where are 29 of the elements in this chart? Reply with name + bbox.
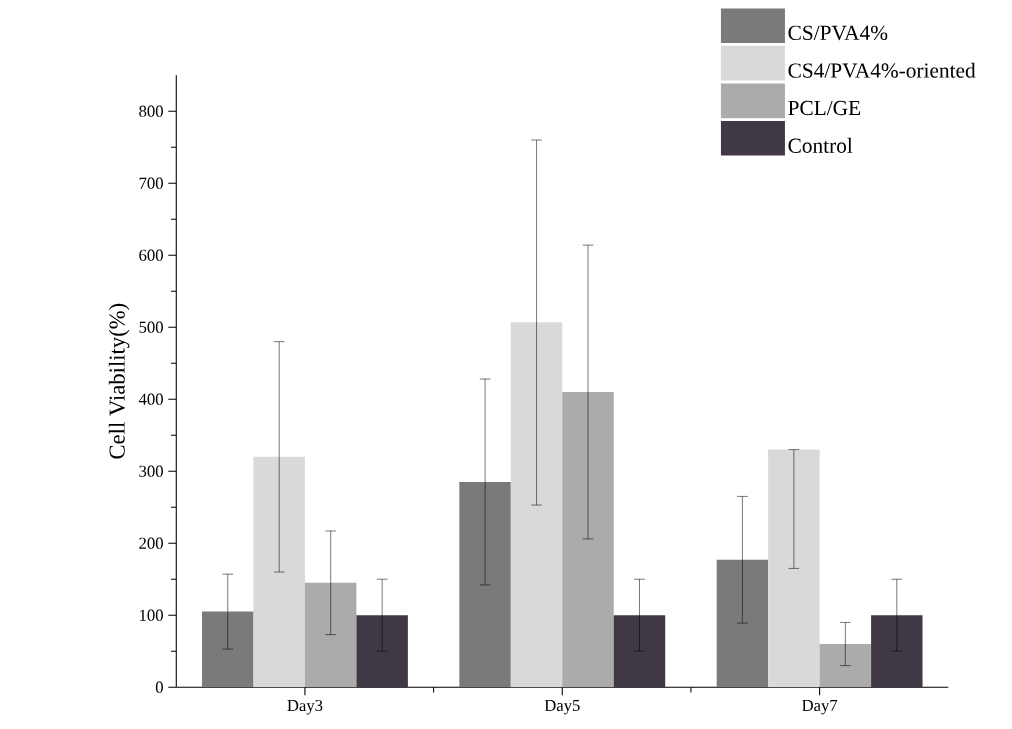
y-tick-label: 0 bbox=[155, 681, 163, 693]
bar bbox=[768, 449, 820, 688]
legend-label: CS4/PVA4%-oriented bbox=[788, 62, 976, 78]
bar bbox=[562, 391, 614, 688]
y-tick-label: 100 bbox=[140, 609, 163, 621]
y-tick-label: 800 bbox=[139, 105, 163, 117]
bar bbox=[459, 481, 511, 688]
bar bbox=[510, 322, 563, 688]
legend-label: PCL/GE bbox=[788, 100, 861, 115]
x-tick-label: Day7 bbox=[802, 699, 838, 715]
y-tick-label: 500 bbox=[139, 321, 163, 333]
bar bbox=[356, 615, 408, 688]
y-tick-label: 200 bbox=[139, 537, 163, 549]
bar bbox=[871, 615, 923, 688]
bar bbox=[253, 456, 305, 688]
y-tick-label: 700 bbox=[139, 177, 163, 189]
y-tick-label: 600 bbox=[139, 249, 163, 261]
y-axis-title: Cell Viability(%) bbox=[108, 303, 130, 459]
y-tick-label: 400 bbox=[138, 393, 163, 405]
x-tick-label: Day3 bbox=[287, 699, 323, 715]
bar bbox=[716, 559, 769, 688]
bar bbox=[613, 615, 666, 688]
bar bbox=[819, 643, 872, 688]
legend-label: Control bbox=[788, 137, 853, 153]
bar bbox=[304, 582, 357, 688]
y-tick-label: 300 bbox=[139, 465, 163, 477]
x-tick-label: Day5 bbox=[544, 699, 580, 715]
bar bbox=[202, 611, 254, 688]
legend-label: CS/PVA4% bbox=[788, 25, 888, 40]
